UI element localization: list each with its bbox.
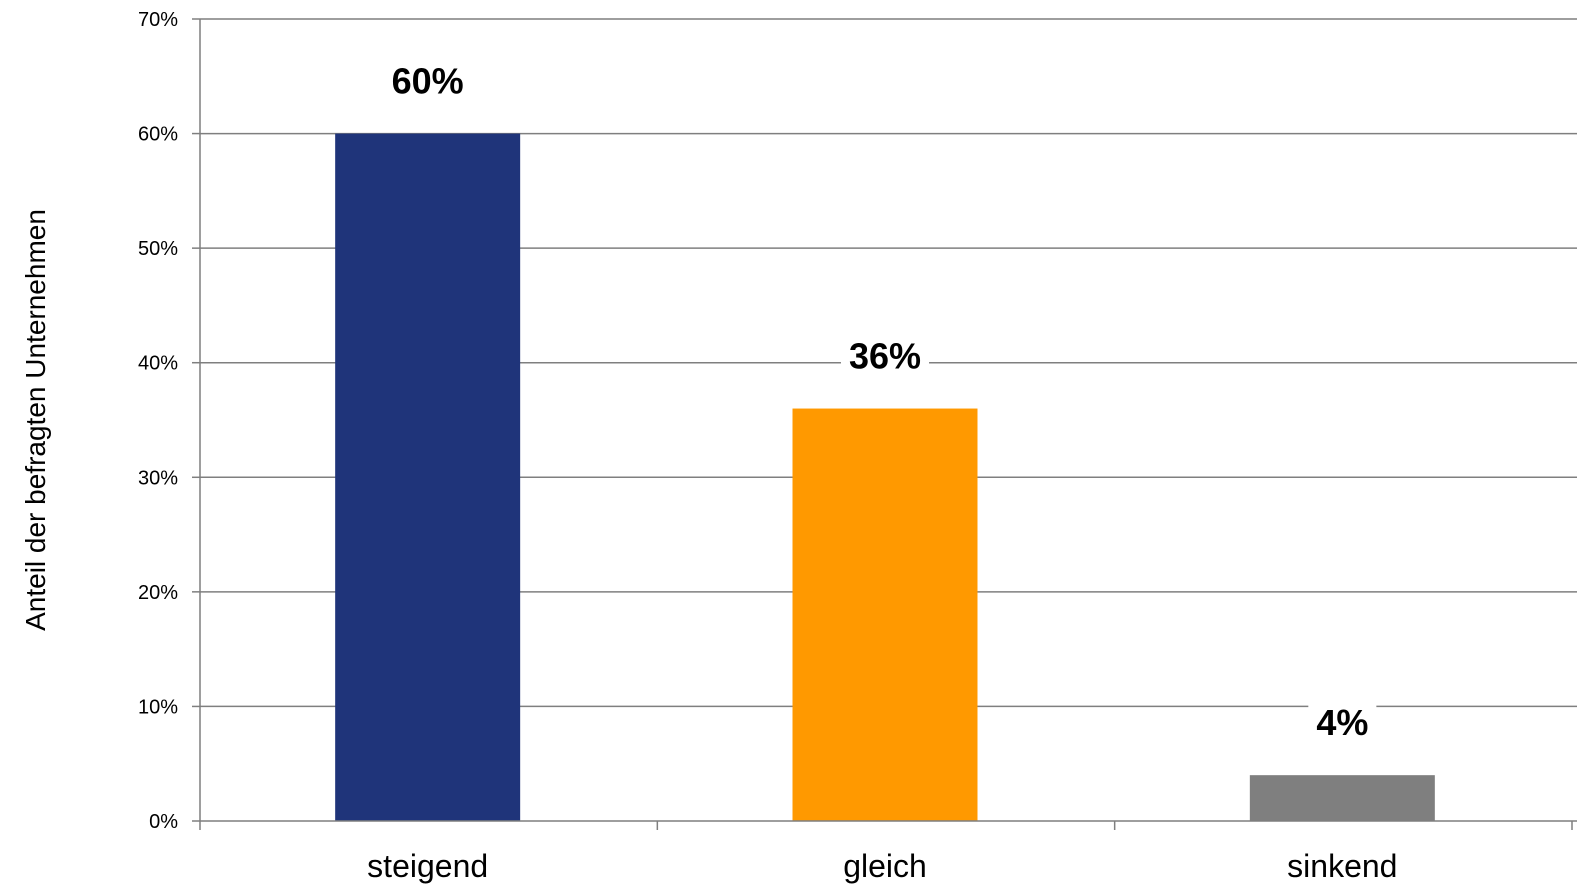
y-axis-title: Anteil der befragten Unternehmen — [20, 209, 51, 631]
x-category-label-steigend: steigend — [367, 848, 488, 884]
data-label-sinkend: 4% — [1316, 702, 1368, 743]
y-tick-label-10: 10% — [138, 696, 178, 718]
bars — [335, 133, 1435, 822]
x-category-label-sinkend: sinkend — [1287, 848, 1397, 884]
y-tick-label-0: 0% — [149, 811, 178, 833]
y-tick-label-30: 30% — [138, 467, 178, 489]
y-tick-label-40: 40% — [138, 353, 178, 375]
y-tick-label-50: 50% — [138, 238, 178, 260]
x-category-labels: steigend gleich sinkend — [367, 848, 1397, 884]
y-tick-label-20: 20% — [138, 582, 178, 604]
x-category-label-gleich: gleich — [843, 848, 927, 884]
y-tick-labels: 0% 10% 20% 30% 40% 50% 60% 70% — [138, 9, 178, 833]
data-label-steigend: 60% — [392, 61, 464, 102]
y-tick-label-60: 60% — [138, 124, 178, 146]
bar-steigend — [335, 133, 521, 822]
bar-gleich — [792, 408, 978, 821]
data-labels: 60% 36% 4% — [383, 60, 1377, 744]
data-label-gleich: 36% — [849, 336, 921, 377]
axes — [192, 18, 1577, 830]
bar-sinkend — [1249, 775, 1435, 821]
y-tick-label-70: 70% — [138, 9, 178, 31]
data-label-background-steigend — [383, 60, 472, 102]
data-label-background-sinkend — [1308, 702, 1377, 744]
data-label-background-gleich — [840, 335, 930, 377]
